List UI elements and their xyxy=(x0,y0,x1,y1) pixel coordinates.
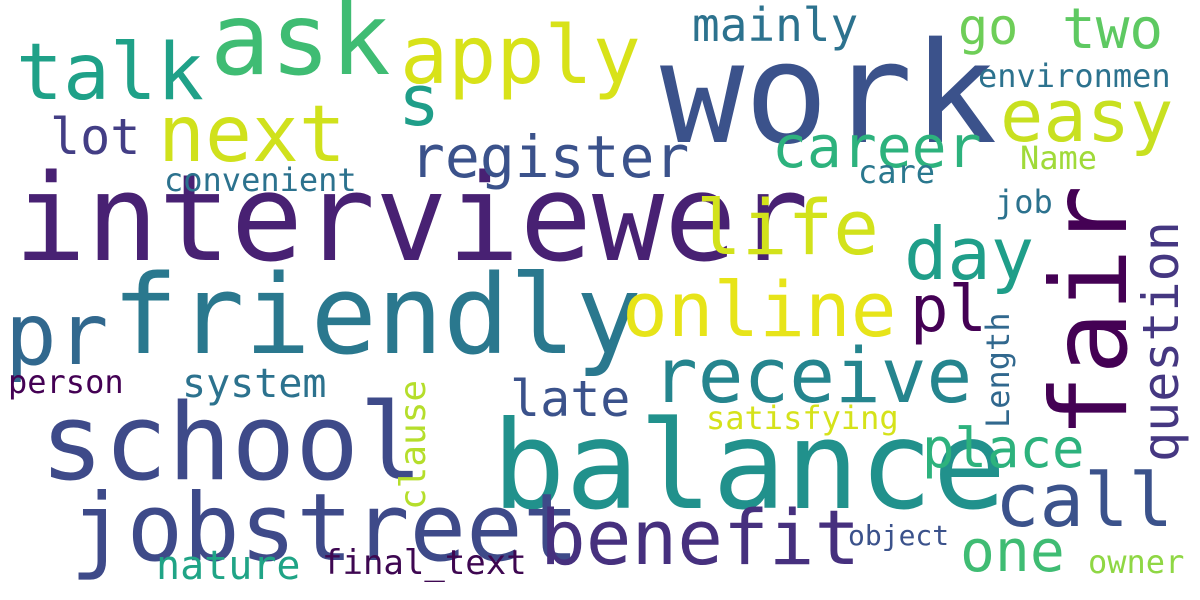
word-next: next xyxy=(158,90,346,180)
word-one: one xyxy=(960,517,1065,585)
word-convenient: convenient xyxy=(164,161,357,199)
word-care: care xyxy=(858,153,936,191)
word-place: place xyxy=(922,417,1085,480)
word-work: work xyxy=(660,13,998,176)
word-school: school xyxy=(40,381,423,504)
word-s: s xyxy=(398,60,441,142)
word-talk: talk xyxy=(16,28,204,118)
word-length: Length xyxy=(979,312,1017,428)
word-late: late xyxy=(510,370,631,428)
word-friendly: friendly xyxy=(112,251,642,379)
word-benefit: benefit xyxy=(540,493,861,582)
word-job: job xyxy=(995,183,1053,221)
word-owner: owner xyxy=(1088,543,1185,581)
word-career: career xyxy=(772,113,982,181)
word-nature: nature xyxy=(156,543,301,589)
word-ask: ask xyxy=(210,0,391,98)
word-clause: clause xyxy=(393,379,434,510)
word-environmen: environmen xyxy=(978,57,1171,95)
word-pr: pr xyxy=(5,285,109,385)
word-satisfying: satisfying xyxy=(706,399,899,437)
word-life: life xyxy=(696,183,880,272)
word-final-text: final_text xyxy=(322,543,527,583)
word-system: system xyxy=(182,361,327,407)
word-fair: fair xyxy=(1029,185,1151,438)
word-balance: balance xyxy=(492,395,1007,537)
word-register: register xyxy=(410,123,690,191)
word-name: Name xyxy=(1020,139,1098,177)
word-go: go xyxy=(958,0,1019,56)
word-lot: lot xyxy=(50,108,141,166)
word-apply: apply xyxy=(400,9,641,102)
word-mainly: mainly xyxy=(692,0,859,52)
word-pl: pl xyxy=(910,273,988,347)
word-online: online xyxy=(622,265,897,354)
word-object: object xyxy=(848,519,950,552)
word-day: day xyxy=(904,212,1035,296)
word-easy: easy xyxy=(1000,74,1174,158)
word-receive: receive xyxy=(652,331,973,420)
word-interviewer: interviewer xyxy=(14,150,809,289)
word-two: two xyxy=(1062,0,1164,62)
word-call: call xyxy=(995,458,1174,544)
word-jobstreet: jobstreet xyxy=(70,474,580,583)
word-person: person xyxy=(8,363,124,401)
word-question: question xyxy=(1132,221,1190,462)
